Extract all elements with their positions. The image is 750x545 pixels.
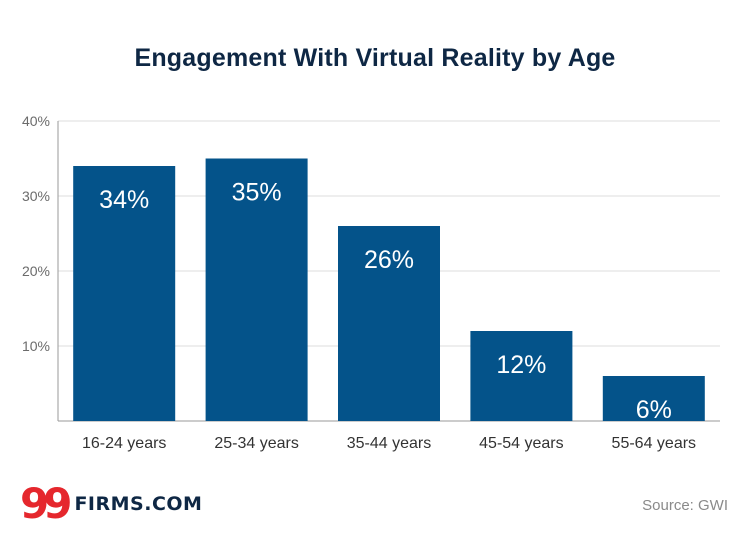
y-tick-label: 30%: [22, 188, 50, 204]
bar: [205, 158, 308, 421]
bar: [338, 226, 440, 421]
x-category-label: 35-44 years: [347, 435, 432, 452]
logo-text: FIRMS.COM: [74, 493, 203, 515]
y-tick-label: 40%: [22, 113, 50, 129]
x-category-label: 45-54 years: [479, 435, 564, 452]
x-category-label: 55-64 years: [612, 435, 697, 452]
x-category-label: 25-34 years: [214, 435, 299, 452]
bar: [73, 166, 176, 421]
logo-mark: 99: [20, 479, 73, 528]
source-note: Source: GWI: [642, 497, 728, 514]
bar: [602, 376, 705, 421]
y-tick-label: 20%: [22, 263, 50, 279]
bar-value-label: 26%: [364, 246, 414, 274]
y-tick-label: 10%: [22, 338, 50, 354]
bar-value-label: 12%: [496, 351, 546, 379]
x-category-label: 16-24 years: [82, 435, 167, 452]
chart-title: Engagement With Virtual Reality by Age: [134, 44, 616, 72]
brand-logo: 99 FIRMS.COM: [20, 479, 203, 528]
bar-value-label: 34%: [99, 186, 149, 214]
bar-value-label: 6%: [636, 396, 672, 424]
bar-value-label: 35%: [232, 179, 282, 207]
bar: [470, 331, 573, 421]
